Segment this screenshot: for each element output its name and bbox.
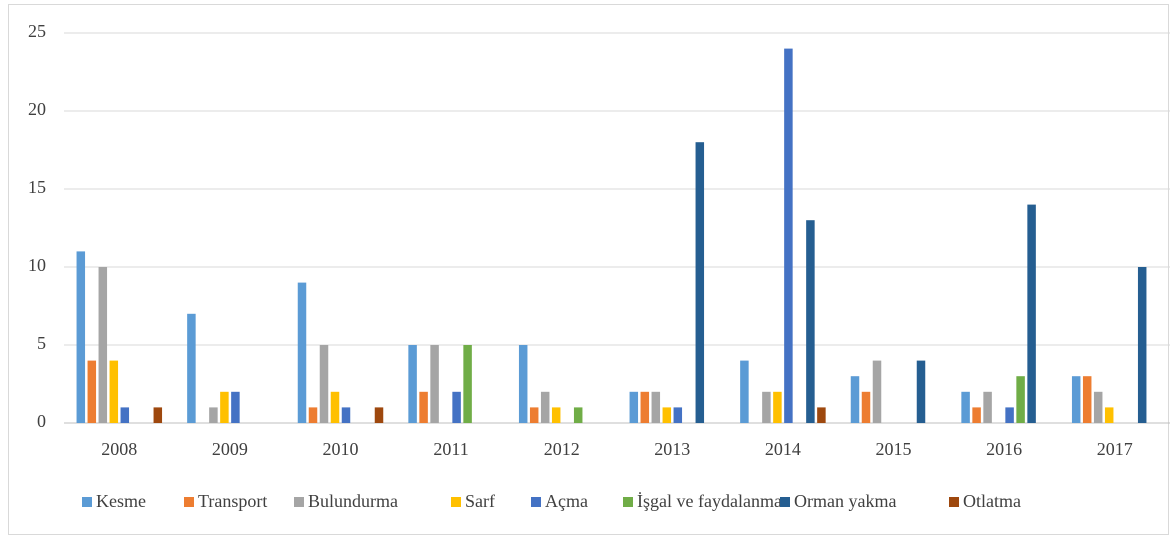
legend-swatch (82, 497, 92, 507)
legend-swatch (184, 497, 194, 507)
bar (817, 407, 826, 423)
bar (540, 391, 550, 423)
bar (551, 407, 561, 423)
legend-label: Orman yakma (794, 491, 896, 511)
bar (740, 360, 749, 423)
legend-swatch (294, 497, 304, 507)
y-tick-label: 5 (37, 333, 46, 353)
bar (518, 345, 528, 423)
bar (1027, 204, 1036, 423)
bar (109, 360, 119, 423)
legend-label: Sarf (465, 491, 495, 511)
bar (341, 407, 351, 423)
x-tick-label: 2016 (986, 439, 1022, 459)
legend-label: Otlatma (963, 491, 1021, 511)
bar (573, 407, 583, 423)
x-tick-label: 2008 (101, 439, 137, 459)
bar (1093, 391, 1103, 423)
bar (1005, 407, 1014, 423)
bar (220, 391, 229, 423)
legend-label: Bulundurma (308, 491, 398, 511)
bar (463, 345, 472, 423)
legend-label: Transport (198, 491, 267, 511)
bar (662, 407, 672, 423)
bar (1104, 407, 1114, 423)
bar (330, 391, 340, 423)
bar (861, 391, 871, 423)
x-tick-label: 2010 (323, 439, 359, 459)
bar (806, 220, 815, 423)
bar (1137, 267, 1147, 423)
y-tick-label: 25 (28, 21, 46, 41)
bar (972, 407, 981, 423)
bar (187, 313, 196, 423)
bar (319, 345, 329, 423)
bar (695, 142, 705, 423)
bar (419, 391, 428, 423)
bar (762, 391, 771, 423)
chart-frame (8, 4, 1169, 535)
legend-label: Kesme (96, 491, 146, 511)
bar (308, 407, 318, 423)
bar (231, 391, 240, 423)
bar (773, 391, 782, 423)
bar (452, 391, 461, 423)
bar (961, 391, 970, 423)
bar (850, 376, 860, 423)
bar (98, 267, 108, 423)
bar (529, 407, 539, 423)
bar (872, 360, 882, 423)
bar (408, 345, 417, 423)
bar (1016, 376, 1025, 423)
bar (1071, 376, 1081, 423)
bar (916, 360, 926, 423)
bar (120, 407, 130, 423)
legend-swatch (949, 497, 959, 507)
bar (297, 282, 307, 423)
legend-swatch (531, 497, 541, 507)
bar (983, 391, 992, 423)
y-tick-label: 20 (28, 99, 46, 119)
y-tick-label: 10 (28, 255, 46, 275)
bar (430, 345, 439, 423)
bar (673, 407, 683, 423)
bar (374, 407, 384, 423)
legend-label: Açma (545, 491, 588, 511)
bar (784, 48, 793, 423)
y-tick-label: 15 (28, 177, 46, 197)
legend-swatch (623, 497, 633, 507)
x-tick-label: 2013 (654, 439, 690, 459)
bar (651, 391, 661, 423)
legend-swatch (451, 497, 461, 507)
bar (76, 251, 86, 423)
x-tick-label: 2012 (544, 439, 580, 459)
y-tick-label: 0 (37, 411, 46, 431)
bar (1082, 376, 1092, 423)
x-tick-label: 2015 (876, 439, 912, 459)
x-tick-label: 2009 (212, 439, 248, 459)
legend-label: İşgal ve faydalanma (637, 491, 782, 511)
x-tick-label: 2014 (765, 439, 801, 459)
legend-swatch (780, 497, 790, 507)
x-tick-label: 2011 (433, 439, 468, 459)
bar (153, 407, 163, 423)
x-tick-label: 2017 (1097, 439, 1133, 459)
bar (87, 360, 97, 423)
bar (629, 391, 639, 423)
bar (640, 391, 650, 423)
bar (209, 407, 218, 423)
